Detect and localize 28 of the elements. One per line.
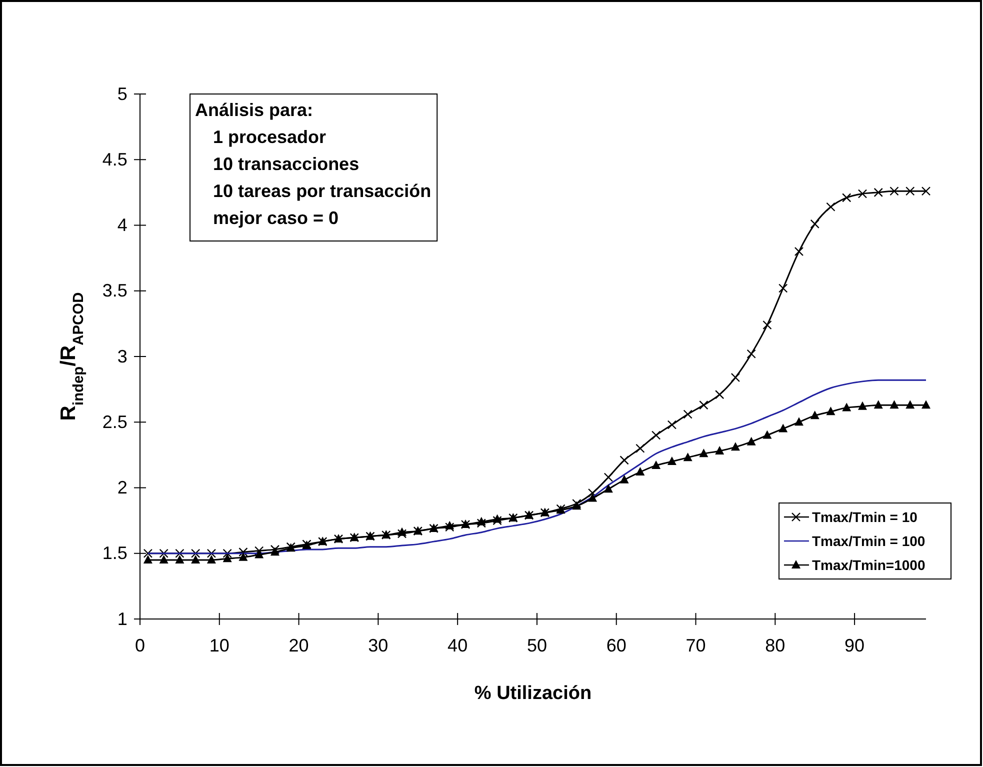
x-tick-label: 90 bbox=[844, 635, 865, 656]
annotation: Análisis para: bbox=[195, 100, 314, 120]
x-axis-title: % Utilización bbox=[474, 683, 592, 704]
annotation: 10 tareas por transacción bbox=[213, 181, 432, 201]
x-tick-label: 70 bbox=[686, 635, 706, 656]
x-tick-label: 60 bbox=[606, 635, 626, 656]
y-tick-label: 3.5 bbox=[102, 280, 128, 301]
annotation: 10 transacciones bbox=[213, 154, 360, 174]
x-tick-label: 50 bbox=[526, 635, 547, 656]
x-tick-label: 10 bbox=[209, 635, 230, 656]
x-tick-label: 20 bbox=[288, 635, 309, 656]
x-tick-label: 80 bbox=[765, 635, 786, 656]
y-tick-label: 3 bbox=[117, 346, 128, 366]
y-tick-label: 1.5 bbox=[102, 543, 128, 564]
x-tick-label: 0 bbox=[134, 635, 146, 656]
annotation: 1 procesador bbox=[213, 127, 326, 147]
annotation: mejor caso = 0 bbox=[213, 208, 339, 228]
x-tick-label: 30 bbox=[368, 635, 388, 656]
y-tick-label: 1 bbox=[117, 608, 128, 629]
y-tick-label: 2.5 bbox=[102, 412, 128, 432]
y-tick-label: 4.5 bbox=[102, 149, 128, 170]
y-tick-label: 2 bbox=[117, 478, 128, 498]
y-tick-label: 4 bbox=[117, 215, 128, 236]
legend-label: Tmax/Tmin = 10 bbox=[812, 509, 918, 525]
legend-label: Tmax/Tmin=1000 bbox=[812, 557, 926, 573]
legend-label: Tmax/Tmin = 100 bbox=[812, 533, 926, 549]
x-tick-label: 40 bbox=[448, 635, 468, 656]
y-tick-label: 5 bbox=[117, 84, 128, 104]
